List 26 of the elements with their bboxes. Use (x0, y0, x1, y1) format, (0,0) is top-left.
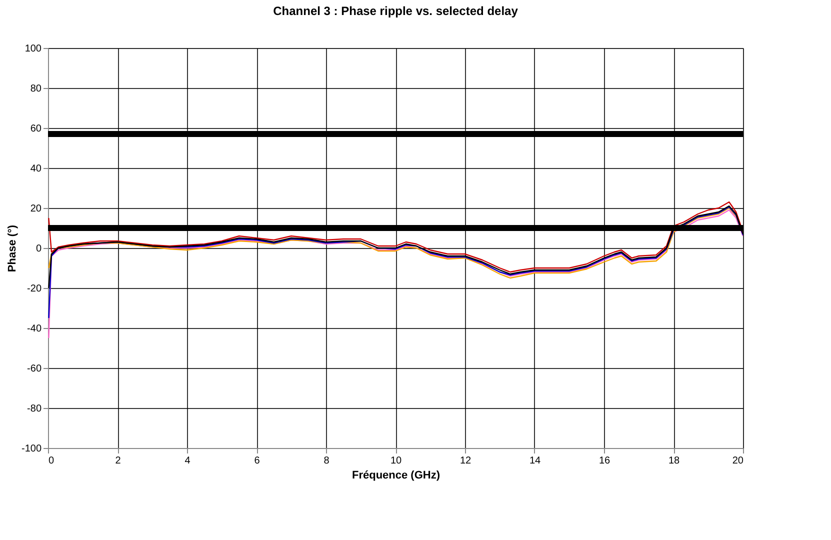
y-tick-label: 20 (30, 204, 42, 214)
x-tick-label: 10 (390, 456, 402, 466)
x-tick-label: 12 (460, 456, 472, 466)
chart-title: Channel 3 : Phase ripple vs. selected delay (273, 4, 518, 18)
x-tick-label: 8 (324, 456, 330, 466)
x-tick-label: 4 (184, 456, 191, 466)
x-tick-label: 18 (668, 456, 680, 466)
x-tick-label: 2 (115, 456, 122, 466)
y-tick-label: -60 (27, 364, 42, 374)
x-tick-label: 20 (732, 456, 744, 466)
y-tick-label: 80 (30, 84, 42, 94)
y-axis-title: Phase (°) (6, 224, 18, 272)
y-tick-label: 100 (24, 44, 42, 54)
y-tick-label: -80 (27, 404, 42, 414)
x-tick-label: 16 (598, 456, 610, 466)
y-tick-label: -100 (21, 444, 42, 454)
x-axis-title: Fréquence (GHz) (352, 470, 440, 482)
x-tick-label: 14 (529, 456, 541, 466)
y-tick-label: 60 (30, 124, 42, 134)
y-tick-label: 0 (36, 244, 42, 254)
x-tick-label: 0 (48, 456, 54, 466)
line-series (48, 201, 743, 273)
x-tick-label: 6 (254, 456, 260, 466)
y-tick-label: 40 (30, 164, 42, 174)
y-tick-label: -40 (27, 324, 42, 334)
y-tick-label: -20 (27, 284, 42, 294)
